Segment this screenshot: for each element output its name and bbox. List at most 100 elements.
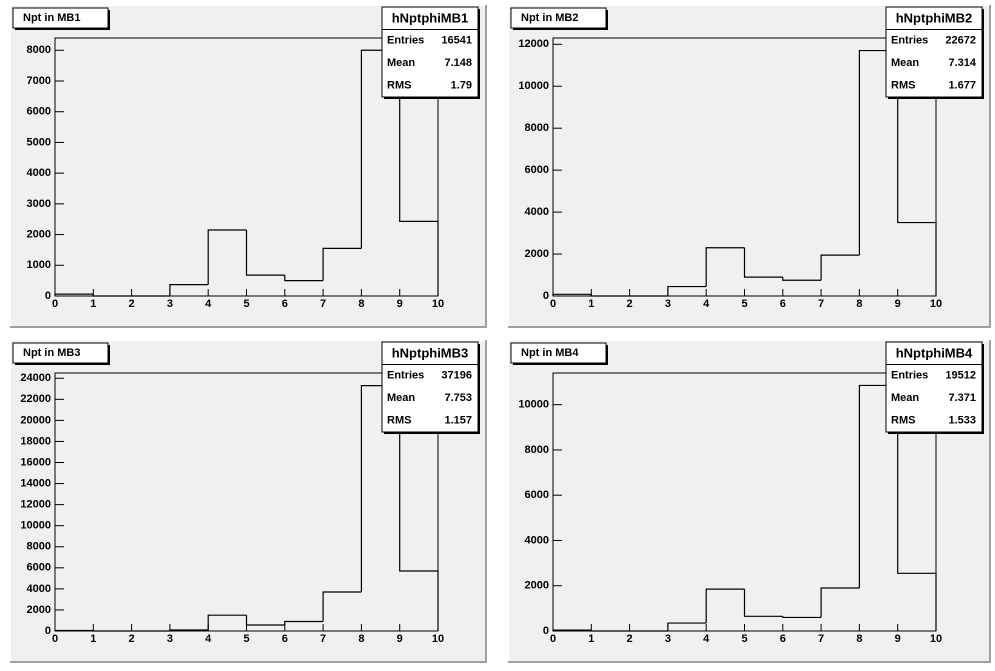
pad-bevel-light xyxy=(9,339,486,662)
stats-value: 16541 xyxy=(441,35,472,47)
histogram-bin xyxy=(743,589,783,617)
stats-label: Entries xyxy=(891,35,928,47)
x-tick-label: 9 xyxy=(397,298,403,310)
y-tick-label: 24000 xyxy=(20,372,51,384)
x-tick-label: 10 xyxy=(432,298,444,310)
y-tick-label: 8000 xyxy=(27,44,51,56)
histogram-bin xyxy=(169,284,209,296)
x-tick-label: 9 xyxy=(895,633,901,645)
x-tick-label: 3 xyxy=(167,633,173,645)
stats-label: Mean xyxy=(387,57,415,69)
y-tick-label: 8000 xyxy=(525,122,549,134)
x-tick-label: 5 xyxy=(243,298,249,310)
title: Npt in MB4 xyxy=(521,347,579,359)
stats-name: hNptphiMB1 xyxy=(392,11,469,26)
x-tick-label: 0 xyxy=(52,298,58,310)
histogram-bin xyxy=(245,615,285,626)
title-box xyxy=(510,342,607,364)
x-tick-label: 10 xyxy=(930,633,942,645)
stats-value: 7.314 xyxy=(948,57,976,69)
title-box xyxy=(12,342,109,364)
stats-value: 19512 xyxy=(945,370,976,382)
stats-label: Mean xyxy=(387,392,415,404)
pad-bevel-dark xyxy=(10,5,487,328)
stats-label: Entries xyxy=(387,35,424,47)
x-tick-label: 0 xyxy=(550,298,556,310)
x-tick-label: 4 xyxy=(205,633,212,645)
stats-label: RMS xyxy=(387,415,411,427)
histogram-bin xyxy=(284,620,324,625)
x-tick-label: 6 xyxy=(282,633,288,645)
histogram-bin xyxy=(667,622,707,631)
x-tick-label: 7 xyxy=(320,298,326,310)
histogram-bin xyxy=(54,629,94,632)
histogram-bin xyxy=(54,293,94,296)
y-tick-label: 6000 xyxy=(27,562,51,574)
stats-value: 1.157 xyxy=(444,415,472,427)
y-tick-label: 4000 xyxy=(27,583,51,595)
y-tick-label: 2000 xyxy=(27,228,51,240)
x-tick-label: 10 xyxy=(930,298,942,310)
pad-bevel-dark xyxy=(508,340,991,663)
histogram-bin xyxy=(858,384,898,588)
stats-value: 22672 xyxy=(945,35,976,47)
histogram-bin xyxy=(322,591,362,622)
y-tick-label: 7000 xyxy=(27,75,51,87)
y-tick-label: 6000 xyxy=(27,106,51,118)
x-tick-label: 1 xyxy=(90,633,96,645)
histogram-bin xyxy=(782,277,822,281)
x-tick-label: 10 xyxy=(432,633,444,645)
histogram-bin xyxy=(897,385,937,631)
y-tick-label: 6000 xyxy=(525,164,549,176)
x-tick-label: 3 xyxy=(665,298,671,310)
x-tick-label: 3 xyxy=(665,633,671,645)
pad-bevel-dark xyxy=(508,5,991,328)
stats-label: RMS xyxy=(891,415,915,427)
x-tick-label: 6 xyxy=(780,633,786,645)
x-tick-label: 2 xyxy=(627,298,633,310)
title: Npt in MB3 xyxy=(23,347,80,359)
y-tick-label: 4000 xyxy=(525,534,549,546)
y-tick-label: 14000 xyxy=(20,477,51,489)
y-tick-label: 8000 xyxy=(27,541,51,553)
histogram-bin xyxy=(897,50,937,296)
histogram-bin xyxy=(245,229,285,276)
y-tick-label: 20000 xyxy=(20,414,51,426)
title-box xyxy=(12,7,109,29)
y-tick-label: 10000 xyxy=(518,399,549,411)
y-tick-label: 1000 xyxy=(27,259,51,271)
x-tick-label: 2 xyxy=(129,298,135,310)
stats-box xyxy=(885,6,983,98)
y-tick-label: 2000 xyxy=(525,580,549,592)
histogram-bin xyxy=(169,629,209,631)
histogram-bin xyxy=(207,229,247,285)
histogram-bin xyxy=(590,630,630,632)
stats-label: Entries xyxy=(387,370,424,382)
y-tick-label: 12000 xyxy=(518,38,549,50)
x-tick-label: 4 xyxy=(703,633,710,645)
y-tick-label: 2000 xyxy=(525,248,549,260)
histogram-bin xyxy=(322,247,362,281)
stats-value: 37196 xyxy=(441,370,472,382)
histogram-bin xyxy=(667,285,707,296)
y-tick-label: 22000 xyxy=(20,393,51,405)
histogram-bin xyxy=(743,247,783,278)
pad-bevel-light xyxy=(507,339,990,662)
title: Npt in MB1 xyxy=(23,12,80,24)
histogram-bin xyxy=(552,293,592,296)
histogram-bin xyxy=(705,588,745,624)
histogram-bin xyxy=(782,616,822,619)
stats-label: RMS xyxy=(891,80,915,92)
y-tick-label: 0 xyxy=(45,625,51,637)
x-tick-label: 7 xyxy=(818,633,824,645)
stats-box xyxy=(885,341,983,433)
histogram-bin xyxy=(207,614,247,630)
x-tick-label: 7 xyxy=(320,633,326,645)
stats-box xyxy=(381,6,479,98)
stats-label: Mean xyxy=(891,57,919,69)
pad-bevel-dark xyxy=(10,340,487,663)
stats-label: RMS xyxy=(387,80,411,92)
stats-value: 7.148 xyxy=(444,57,472,69)
histogram-bin xyxy=(284,275,324,282)
